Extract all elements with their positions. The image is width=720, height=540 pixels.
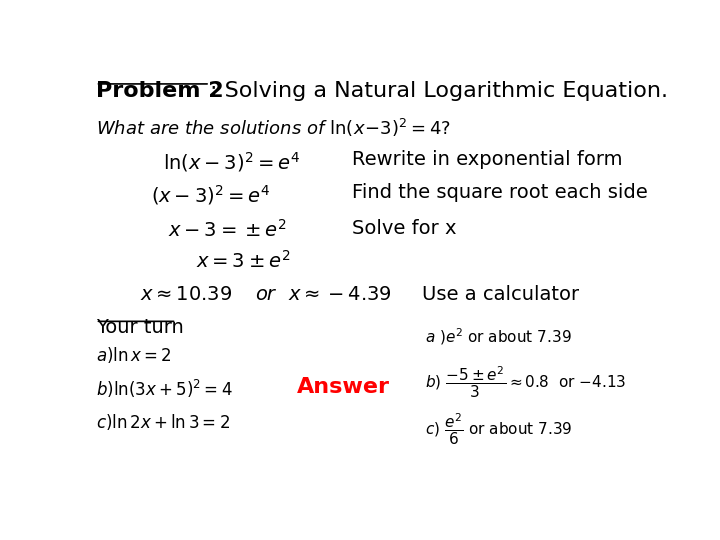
Text: $x = 3 \pm e^2$: $x = 3 \pm e^2$ (196, 250, 290, 272)
Text: $a )\ln x = 2$: $a )\ln x = 2$ (96, 346, 171, 366)
Text: $b)\ \dfrac{-5 \pm e^2}{3} \approx 0.8\ $ or $-4.13$: $b)\ \dfrac{-5 \pm e^2}{3} \approx 0.8\ … (425, 365, 626, 401)
Text: Your turn: Your turn (96, 319, 184, 338)
Text: Use a calculator: Use a calculator (422, 285, 579, 304)
Text: Rewrite in exponential form: Rewrite in exponential form (352, 150, 623, 169)
Text: Answer: Answer (297, 377, 390, 397)
Text: : Solving a Natural Logarithmic Equation.: : Solving a Natural Logarithmic Equation… (210, 82, 668, 102)
Text: $x \approx -4.39$: $x \approx -4.39$ (288, 285, 392, 304)
Text: or: or (255, 285, 274, 304)
Text: $\ln(x-3)^2 = e^4$: $\ln(x-3)^2 = e^4$ (163, 150, 300, 174)
Text: $\it{What\ are\ the\ solutions\ of}\ \ln(x\!-\!3)^2 = 4?$: $\it{What\ are\ the\ solutions\ of}\ \ln… (96, 117, 451, 139)
Text: $x - 3 = \pm e^2$: $x - 3 = \pm e^2$ (168, 219, 287, 240)
Text: Find the square root each side: Find the square root each side (352, 183, 648, 202)
Text: Solve for x: Solve for x (352, 219, 456, 238)
Text: $(x-3)^2 = e^4$: $(x-3)^2 = e^4$ (151, 183, 271, 207)
Text: Problem 2: Problem 2 (96, 82, 223, 102)
Text: $b )\ln(3x+5)^2 = 4$: $b )\ln(3x+5)^2 = 4$ (96, 377, 232, 400)
Text: $a\ )e^2$ or about 7.39: $a\ )e^2$ or about 7.39 (425, 327, 572, 347)
Text: $x \approx 10.39$: $x \approx 10.39$ (140, 285, 233, 304)
Text: $c )\ln 2x + \ln 3 = 2$: $c )\ln 2x + \ln 3 = 2$ (96, 412, 230, 432)
Text: $c)\ \dfrac{e^2}{6}$ or about 7.39: $c)\ \dfrac{e^2}{6}$ or about 7.39 (425, 412, 572, 448)
